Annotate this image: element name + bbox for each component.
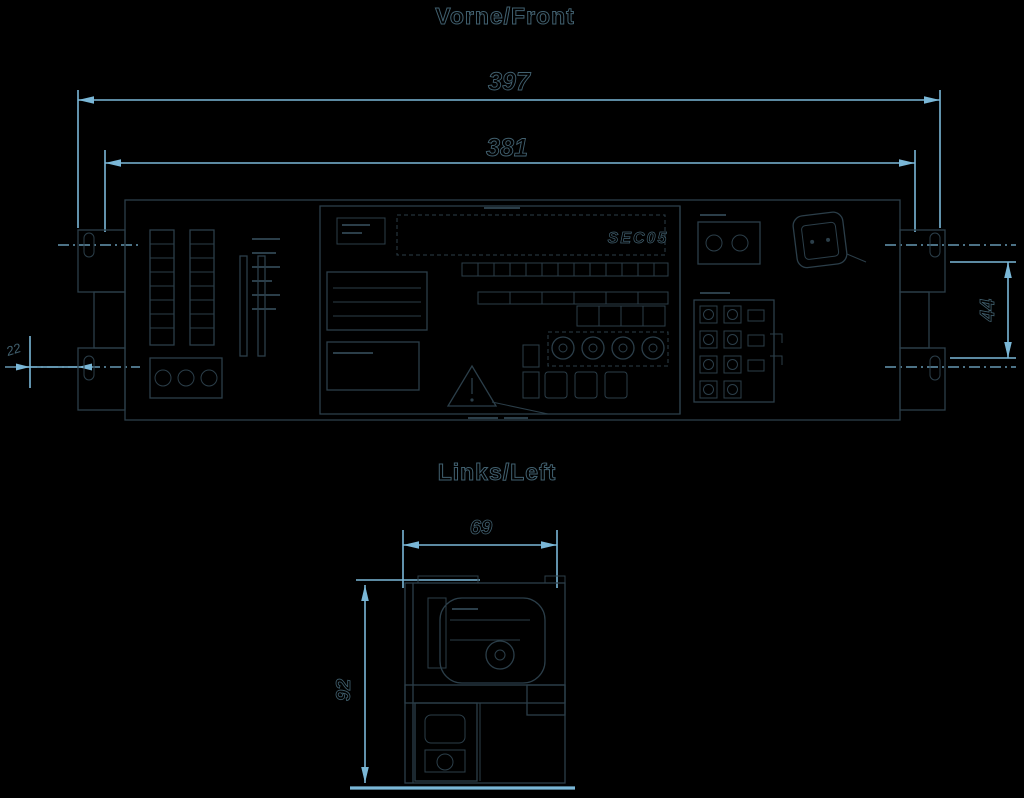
front-view-title: Vorne/Front <box>435 3 575 29</box>
arrowhead-icon <box>16 363 30 371</box>
mounting-bracket-right <box>899 229 946 411</box>
mounting-slot <box>83 355 95 381</box>
dimension-overall-width: 397 <box>77 68 941 228</box>
arrowhead-icon <box>899 159 915 167</box>
screw-icon <box>177 369 195 387</box>
arrowhead-icon <box>1004 262 1012 278</box>
button <box>574 371 598 399</box>
arrowhead-icon <box>361 585 369 601</box>
label-field <box>396 214 666 256</box>
chassis-band <box>404 684 566 704</box>
dimension-label-bracket-offset: 22 <box>3 340 23 359</box>
center-module: SEC05 <box>319 205 681 419</box>
mounting-slot <box>83 232 95 258</box>
power-inlet <box>792 211 848 269</box>
terminal-block-right <box>693 299 775 403</box>
mounting-bracket-left <box>77 229 126 411</box>
screw-icon <box>154 369 172 387</box>
arrowhead-icon <box>78 96 94 104</box>
jack-socket <box>581 336 605 360</box>
dimension-label-overall-width: 397 <box>488 68 531 96</box>
port-row <box>477 291 669 305</box>
left-view-title: Links/Left <box>438 459 557 485</box>
side-profile <box>404 575 566 784</box>
device-logo: SEC05 <box>608 230 669 247</box>
arrowhead-icon <box>924 96 940 104</box>
display-window <box>326 271 428 331</box>
jack-socket <box>551 336 575 360</box>
arrowhead-icon <box>403 541 419 549</box>
dimension-depth: 69 <box>402 517 558 588</box>
jack-socket <box>641 336 665 360</box>
dimension-side-height: 92 <box>333 579 575 790</box>
warning-triangle-icon <box>446 364 498 407</box>
arrowhead-icon <box>1004 342 1012 358</box>
button <box>544 371 568 399</box>
jack-socket <box>611 336 635 360</box>
dimension-label-depth: 69 <box>470 517 493 539</box>
arrowhead-icon <box>361 767 369 783</box>
dimension-label-mounting-width: 381 <box>486 134 528 162</box>
dimension-height: 44 <box>950 261 1016 359</box>
screw-icon <box>200 369 218 387</box>
arrowhead-icon <box>105 159 121 167</box>
button <box>604 371 628 399</box>
arrowhead-icon <box>78 363 92 371</box>
front-view: Vorne/Front 397 381 44 <box>3 3 1016 421</box>
connector-profile <box>439 597 546 684</box>
dimension-label-side-height: 92 <box>333 679 355 701</box>
screw-icon <box>436 753 454 771</box>
front-panel-outline <box>124 199 901 421</box>
fuse-holder <box>697 221 761 265</box>
port-row <box>461 262 669 277</box>
mounting-slot <box>929 232 941 258</box>
left-view: Links/Left 69 92 <box>333 459 575 790</box>
dimension-bracket-offset: 22 <box>3 336 140 388</box>
dimension-label-height: 44 <box>977 299 999 322</box>
power-section <box>679 206 867 414</box>
knob-icon <box>485 640 515 670</box>
arrowhead-icon <box>541 541 557 549</box>
terminal-strip-left <box>149 229 280 399</box>
mounting-slot <box>929 355 941 381</box>
dimension-mounting-width: 381 <box>104 134 916 232</box>
screw-terminal-block <box>149 357 223 399</box>
